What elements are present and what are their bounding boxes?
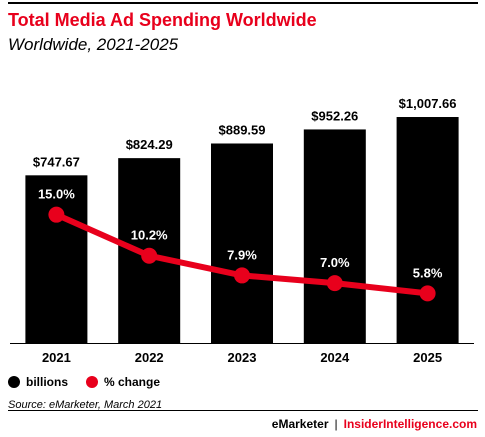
legend-label-billions: billions [26,375,68,389]
footer-brand-emarketer: eMarketer [271,417,329,431]
change-point-2021 [48,206,65,223]
change-label-2021: 15.0% [38,187,75,202]
bar-value-label-2023: $889.59 [219,122,266,137]
legend-label-change: % change [104,375,161,389]
bar-value-label-2021: $747.67 [33,154,80,169]
source-note: Source: eMarketer, March 2021 [8,399,163,411]
change-point-2025 [419,285,436,302]
x-tick-label-2021: 2021 [42,350,71,365]
change-point-2024 [326,275,343,292]
bar-value-label-2024: $952.26 [311,108,358,123]
change-point-2022 [141,247,158,264]
bar-value-label-2025: $1,007.66 [399,96,457,111]
footer: eMarketer | InsiderIntelligence.com [272,417,477,431]
legend-swatch-billions [8,376,20,388]
legend-swatch-change [86,376,98,388]
legend: billions % change [8,373,178,391]
change-label-2025: 5.8% [413,265,443,280]
top-rule [8,2,478,4]
legend-item-billions: billions [8,375,68,389]
footer-brand-insider: InsiderIntelligence.com [343,417,477,431]
chart-subtitle: Worldwide, 2021-2025 [8,35,179,54]
change-point-2023 [234,267,250,284]
change-label-2024: 7.0% [320,255,350,270]
x-tick-label-2025: 2025 [413,350,442,365]
bar-2024 [303,129,366,343]
bar-value-label-2022: $824.29 [126,137,173,152]
chart-title: Total Media Ad Spending Worldwide [8,10,317,30]
bar-2023 [211,143,273,343]
labels-layer: $747.67 2021 $824.29 2022 $889.59 2023 $952.26… [33,96,457,365]
footer-separator: | [334,417,338,431]
change-label-2023: 7.9% [227,247,257,262]
legend-item-change: % change [86,375,160,389]
change-label-2022: 10.2% [131,228,168,243]
line-layer [48,206,436,302]
x-tick-label-2022: 2022 [135,350,164,365]
bars-layer [10,117,474,344]
bar-2025 [396,117,459,344]
x-tick-label-2023: 2023 [228,350,257,365]
bar-2021 [25,175,88,343]
x-tick-label-2024: 2024 [320,350,350,365]
bottom-rule [8,410,478,411]
